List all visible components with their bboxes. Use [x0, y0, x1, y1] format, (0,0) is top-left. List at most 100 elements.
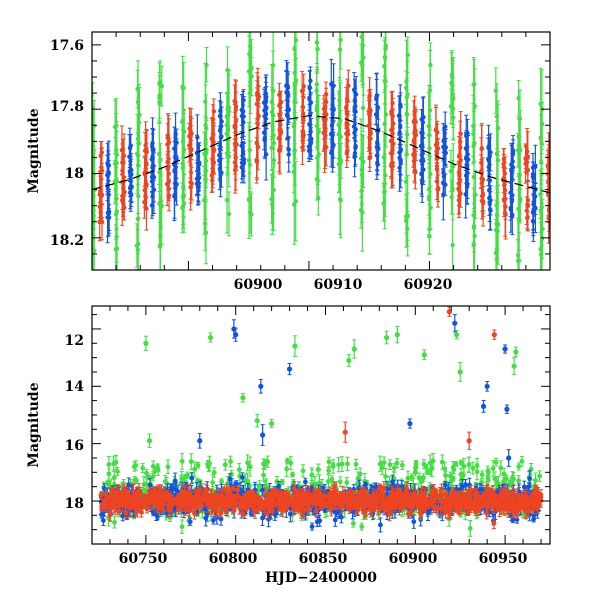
top-data-marks	[92, 32, 550, 270]
top-red-point	[99, 165, 104, 170]
top-green-point	[180, 205, 185, 211]
bottom-green-point	[498, 465, 504, 471]
top-green-point	[494, 221, 499, 226]
top-red-point	[232, 160, 238, 165]
top-green-point	[269, 196, 274, 202]
top-red-point	[254, 90, 260, 96]
top-red-point	[546, 216, 550, 221]
top-red-point	[144, 206, 149, 211]
top-red-point	[389, 163, 394, 169]
top-blue-point	[217, 128, 223, 133]
top-blue-point	[194, 181, 200, 186]
top-green-point	[92, 144, 96, 149]
bottom-green-point	[379, 465, 385, 471]
top-blue-point	[464, 184, 470, 190]
top-blue-point	[285, 135, 291, 141]
top-blue-point	[263, 152, 269, 157]
top-green-point	[471, 123, 476, 129]
bottom-green-point	[144, 470, 149, 476]
top-green-point	[226, 105, 231, 110]
top-red-point	[323, 92, 329, 97]
top-ytick-label-3: 18.2	[50, 233, 84, 249]
top-red-point	[523, 156, 528, 161]
top-ytick-label-0: 17.6	[50, 38, 84, 54]
top-blue-point	[531, 202, 536, 207]
top-green-point	[382, 79, 388, 84]
top-green-point	[449, 194, 454, 200]
bottom-green-point	[112, 519, 117, 525]
top-green-point	[92, 230, 95, 235]
top-green-point	[157, 96, 162, 101]
top-blue-point	[173, 132, 178, 137]
top-green-point	[473, 192, 478, 197]
top-xtick-label-0: 60900	[234, 277, 283, 293]
top-green-point	[382, 121, 387, 127]
top-blue-point	[172, 194, 177, 199]
bottom-green-point	[279, 479, 285, 485]
top-green-point	[247, 209, 253, 215]
bottom-green-point	[140, 465, 146, 471]
top-red-point	[391, 141, 396, 146]
top-red-point	[300, 145, 305, 150]
top-red-point	[301, 117, 306, 123]
top-red-point	[254, 140, 260, 146]
bottom-green-point	[344, 480, 350, 485]
top-green-point	[383, 43, 388, 48]
top-ticks	[91, 32, 551, 271]
top-green-point	[135, 152, 141, 158]
top-green-point	[338, 37, 343, 43]
bottom-green-point	[490, 466, 496, 471]
bottom-green-point	[519, 458, 525, 464]
top-green-point	[427, 234, 432, 239]
top-red-point	[390, 100, 395, 106]
bottom-green-point	[447, 473, 453, 479]
top-blue-point	[149, 203, 155, 208]
top-blue-point	[441, 170, 446, 175]
top-blue-point	[374, 93, 380, 98]
top-green-point	[360, 105, 366, 111]
top-red-point	[143, 182, 149, 187]
top-blue-point	[219, 170, 224, 175]
top-green-point	[135, 86, 140, 92]
top-green-point	[226, 211, 232, 217]
top-green-point	[358, 207, 364, 213]
bottom-green-point	[288, 460, 294, 466]
top-blue-point	[172, 167, 177, 173]
top-blue-point	[197, 162, 202, 167]
top-blue-point	[509, 197, 515, 202]
top-green-point	[450, 106, 456, 111]
bottom-green-point	[210, 480, 216, 485]
top-red-point	[142, 188, 148, 193]
bottom-green-point	[330, 463, 336, 469]
bottom-green-point	[179, 458, 185, 464]
top-red-point	[166, 136, 171, 141]
bottom-green-point	[350, 521, 356, 526]
top-red-point	[188, 180, 193, 185]
bottom-green-point	[106, 471, 112, 477]
top-blue-point	[530, 218, 536, 224]
top-red-point	[368, 131, 373, 136]
bottom-green-point	[516, 464, 522, 469]
top-green-point	[114, 152, 120, 157]
top-green-point	[337, 47, 343, 52]
bottom-green-point	[439, 459, 445, 465]
top-green-point	[114, 234, 119, 239]
top-green-point	[249, 65, 254, 70]
top-red-point	[143, 143, 148, 148]
bottom-green-point	[222, 462, 228, 468]
top-green-point	[450, 242, 455, 248]
top-green-point	[493, 250, 499, 256]
top-model-curve	[92, 114, 550, 194]
top-blue-point	[218, 135, 224, 140]
top-blue-point	[487, 178, 493, 183]
top-blue-point	[128, 143, 134, 148]
top-green-point	[539, 205, 544, 210]
top-blue-point	[218, 108, 223, 113]
top-red-point	[98, 153, 103, 159]
top-blue-point	[286, 152, 291, 157]
top-green-point	[292, 202, 297, 207]
top-ytick-label-2: 18	[65, 166, 84, 182]
top-blue-point	[241, 157, 247, 162]
top-blue-point	[330, 107, 335, 113]
